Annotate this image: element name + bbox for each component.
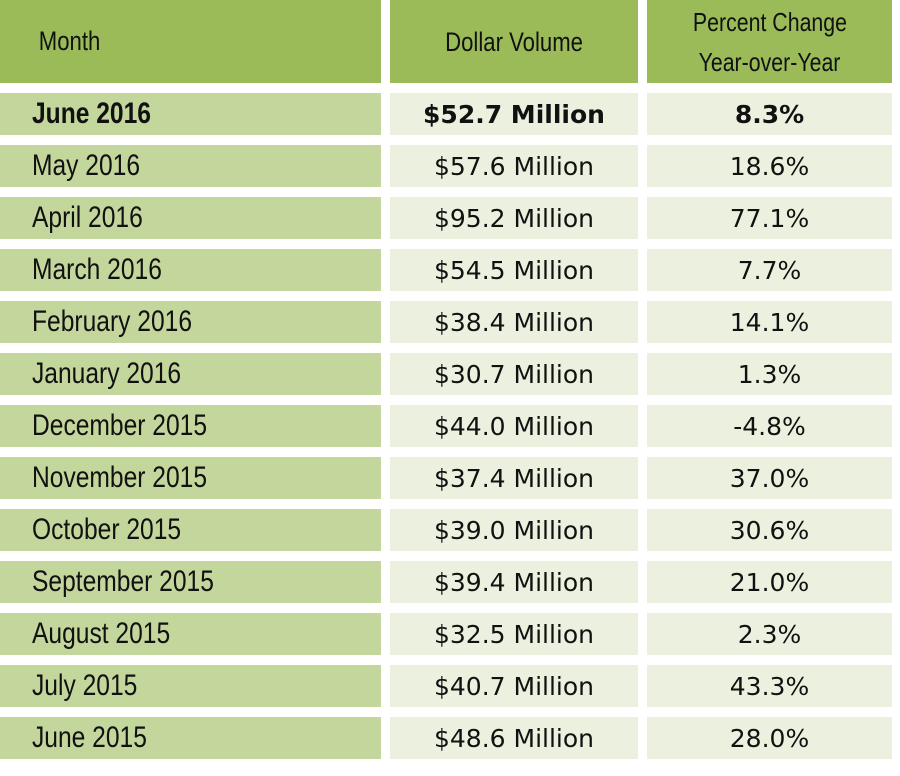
- cell-dollar-volume: $54.5 Million: [390, 249, 638, 291]
- cell-month: April 2016: [0, 197, 381, 239]
- cell-dollar-volume: $37.4 Million: [390, 457, 638, 499]
- cell-percent-change: 2.3%: [647, 613, 892, 655]
- cell-percent-change: 77.1%: [647, 197, 892, 239]
- cell-dollar-volume: $30.7 Million: [390, 353, 638, 395]
- cell-month: December 2015: [0, 405, 381, 447]
- cell-month: June 2016: [0, 93, 381, 135]
- cell-dollar-volume: $57.6 Million: [390, 145, 638, 187]
- cell-month: May 2016: [0, 145, 381, 187]
- header-month: Month: [0, 0, 381, 83]
- cell-percent-change: 37.0%: [647, 457, 892, 499]
- cell-month: January 2016: [0, 353, 381, 395]
- header-percent-change: Percent Change Year-over-Year: [647, 0, 892, 83]
- cell-percent-change: 7.7%: [647, 249, 892, 291]
- cell-percent-change: 21.0%: [647, 561, 892, 603]
- cell-percent-change: 8.3%: [647, 93, 892, 135]
- cell-percent-change: 30.6%: [647, 509, 892, 551]
- cell-dollar-volume: $48.6 Million: [390, 717, 638, 759]
- cell-dollar-volume: $39.0 Million: [390, 509, 638, 551]
- cell-month: September 2015: [0, 561, 381, 603]
- cell-month: August 2015: [0, 613, 381, 655]
- cell-month: July 2015: [0, 665, 381, 707]
- cell-month: February 2016: [0, 301, 381, 343]
- cell-percent-change: 1.3%: [647, 353, 892, 395]
- cell-dollar-volume: $38.4 Million: [390, 301, 638, 343]
- cell-dollar-volume: $40.7 Million: [390, 665, 638, 707]
- dollar-volume-table: Month Dollar Volume Percent Change Year-…: [0, 0, 892, 759]
- cell-month: June 2015: [0, 717, 381, 759]
- cell-dollar-volume: $95.2 Million: [390, 197, 638, 239]
- cell-percent-change: 28.0%: [647, 717, 892, 759]
- cell-percent-change: 43.3%: [647, 665, 892, 707]
- header-dollar-volume: Dollar Volume: [390, 0, 638, 83]
- cell-percent-change: 18.6%: [647, 145, 892, 187]
- cell-month: October 2015: [0, 509, 381, 551]
- cell-dollar-volume: $39.4 Million: [390, 561, 638, 603]
- cell-dollar-volume: $52.7 Million: [390, 93, 638, 135]
- cell-month: March 2016: [0, 249, 381, 291]
- cell-percent-change: 14.1%: [647, 301, 892, 343]
- cell-dollar-volume: $44.0 Million: [390, 405, 638, 447]
- cell-percent-change: -4.8%: [647, 405, 892, 447]
- cell-dollar-volume: $32.5 Million: [390, 613, 638, 655]
- cell-month: November 2015: [0, 457, 381, 499]
